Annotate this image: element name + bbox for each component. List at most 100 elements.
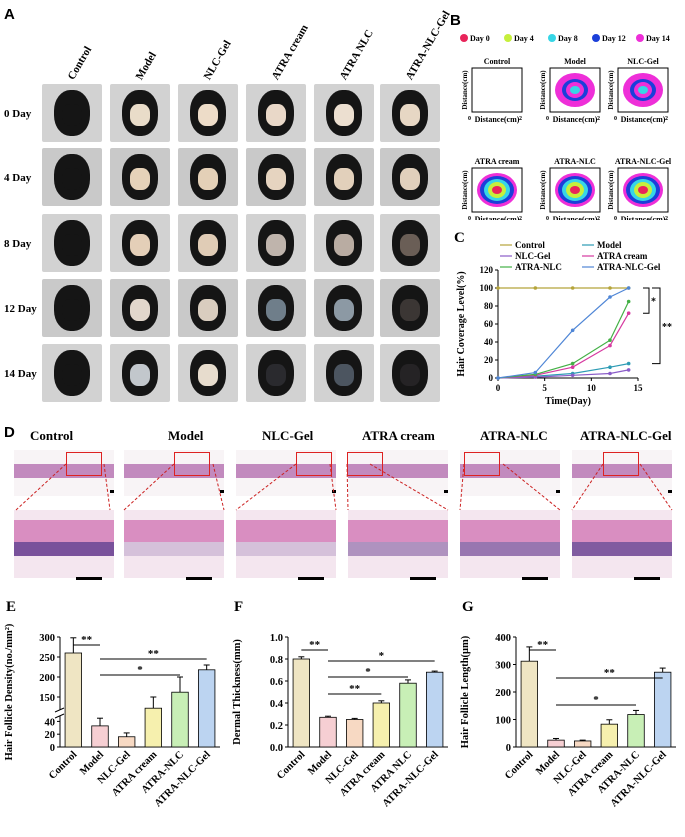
panel-d-group-label: NLC-Gel [262, 428, 314, 443]
sig-label: * [365, 666, 371, 678]
legend-label: Day 0 [470, 34, 490, 43]
data-point [533, 370, 538, 375]
mouse-photo [246, 279, 306, 337]
data-point [626, 361, 631, 366]
contour-ring [570, 86, 580, 94]
mouse-photo [314, 344, 374, 402]
sig-label: * [651, 297, 656, 308]
scale-bar [186, 577, 212, 580]
legend-label: Control [515, 240, 545, 250]
bar [653, 671, 672, 748]
scale-bar [668, 490, 672, 493]
series-line [497, 287, 629, 379]
mouse-photo [246, 84, 306, 142]
legend-label: ATRA-NLC [515, 262, 562, 272]
tissue-band [460, 464, 560, 478]
shaved-patch [400, 168, 420, 190]
panel-a-group-label: ATRA NLC [337, 27, 376, 83]
bar [574, 740, 592, 748]
epidermis-band [236, 520, 336, 542]
mouse-photo [178, 84, 238, 142]
y-tick-label: 100 [495, 716, 511, 727]
legend-label: Model [597, 240, 622, 250]
bar [520, 660, 538, 748]
mouse-photo [42, 214, 102, 272]
mouse-photo [110, 148, 170, 206]
contour-tick: 2 [597, 216, 600, 220]
contour-xlabel: Distance(cm) [553, 115, 598, 124]
contour-title: ATRA-NLC-Gel [615, 157, 672, 166]
histology-zoom [236, 510, 336, 578]
follicle-band [236, 542, 336, 556]
panel-d-zoom-lines [15, 463, 673, 511]
axis-break-mark [54, 707, 65, 713]
data-point [570, 365, 575, 369]
zoom-box [464, 452, 500, 476]
shaved-patch [266, 168, 286, 190]
contour-tick: 0 [468, 216, 471, 220]
contour-tick: 0 [614, 116, 617, 122]
shaved-patch [266, 104, 286, 126]
contour-ylabel: Distance(cm) [607, 70, 615, 110]
contour-title: NLC-Gel [627, 57, 659, 66]
panel-f-bar-chart: F Dermal Thickness(mm) 0.0 0.2 0.4 0.6 0.8 1.0 C… [232, 599, 448, 809]
sig-label: ** [81, 634, 93, 646]
contour-tick: 2 [519, 216, 522, 220]
y-tick-label: 250 [39, 653, 55, 664]
data-point [608, 371, 612, 376]
data-point [570, 361, 575, 366]
sig-label: * [137, 664, 143, 676]
mouse-photo [314, 279, 374, 337]
y-axis-label: Hair Follicle Density(no./mm²) [4, 623, 15, 760]
shaved-patch [130, 168, 150, 190]
panel-a-day-label: 14 Day [4, 368, 37, 380]
shaved-patch [62, 104, 82, 126]
scale-bar [634, 577, 660, 580]
x-tick-label: Control [47, 749, 79, 781]
mouse-photo [110, 214, 170, 272]
legend-dot [636, 34, 644, 42]
panel-letter: E [6, 599, 16, 615]
bar [144, 707, 162, 748]
sig-label: ** [537, 639, 549, 651]
shaved-patch [198, 168, 218, 190]
data-point [496, 286, 500, 290]
panel-d-group-label: ATRA-NLC [480, 428, 548, 443]
shaved-patch [266, 234, 286, 256]
sig-label: ** [309, 639, 321, 651]
bar [292, 658, 310, 748]
shaved-patch [334, 104, 354, 126]
y-tick-label: 0.6 [270, 677, 283, 688]
y-tick-label: 60 [484, 319, 494, 329]
shaved-patch [130, 364, 150, 386]
mouse-photo [42, 344, 102, 402]
histology-zoom [124, 510, 224, 578]
epidermis-band [460, 520, 560, 542]
follicle-band [460, 542, 560, 556]
sig-bracket [643, 287, 650, 314]
contour-ylabel: Distance(cm) [539, 70, 547, 110]
legend-label: Day 12 [602, 34, 626, 43]
panel-b-letter: B [450, 12, 461, 29]
y-tick-label: 200 [495, 688, 511, 699]
contour-tick: 0 [546, 216, 549, 220]
shaved-patch [62, 234, 82, 256]
sig-label: * [593, 694, 599, 706]
mouse-photo [314, 148, 374, 206]
sig-label: ** [148, 648, 160, 660]
shaved-patch [266, 299, 286, 321]
shaved-patch [400, 234, 420, 256]
contour-title: Model [564, 57, 587, 66]
histology-zoom [460, 510, 560, 578]
x-tick-label: 15 [634, 383, 644, 393]
histology-overview [124, 450, 224, 496]
data-point [533, 286, 538, 290]
sig-label: ** [349, 683, 361, 695]
tissue-band [14, 464, 114, 478]
panel-letter: G [462, 599, 474, 615]
bar [547, 739, 565, 748]
y-tick-label: 80 [484, 301, 494, 311]
contour-tick: 0 [614, 216, 617, 220]
scale-bar [220, 490, 224, 493]
mouse-photo [246, 344, 306, 402]
